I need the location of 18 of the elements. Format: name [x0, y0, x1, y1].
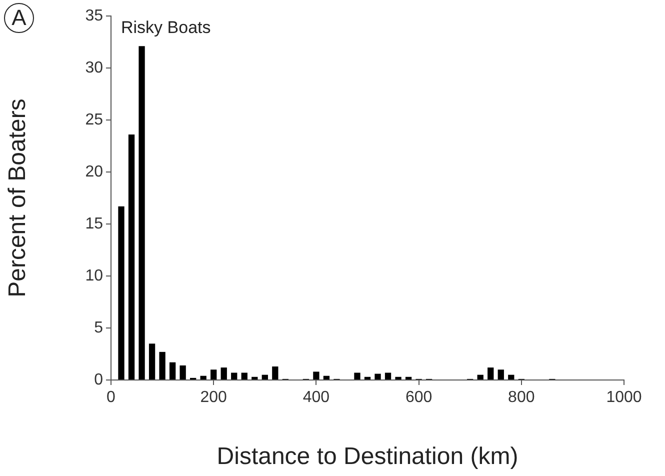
y-tick-label: 20 — [85, 163, 104, 180]
y-tick-label: 30 — [85, 59, 104, 76]
y-tick-label: 10 — [85, 267, 104, 284]
y-tick-label: 5 — [94, 319, 104, 336]
x-tick-label: 200 — [200, 389, 228, 406]
y-tick-label: 0 — [94, 371, 104, 388]
x-tick-label: 800 — [508, 389, 535, 406]
x-axis-title: Distance to Destination (km) — [216, 443, 518, 470]
circled-panel-letter: A — [4, 3, 34, 33]
y-tick-label: 25 — [85, 111, 104, 128]
y-tick-label: 15 — [85, 215, 104, 232]
x-tick-label: 0 — [106, 389, 116, 406]
x-tick-label: 400 — [302, 389, 330, 406]
x-tick-label: 600 — [405, 389, 432, 406]
annotation: Risky Boats — [121, 18, 211, 38]
y-axis-title: Percent of Boaters — [4, 98, 32, 298]
y-tick-label: 35 — [85, 7, 104, 24]
x-tick-label: 1000 — [606, 389, 642, 406]
